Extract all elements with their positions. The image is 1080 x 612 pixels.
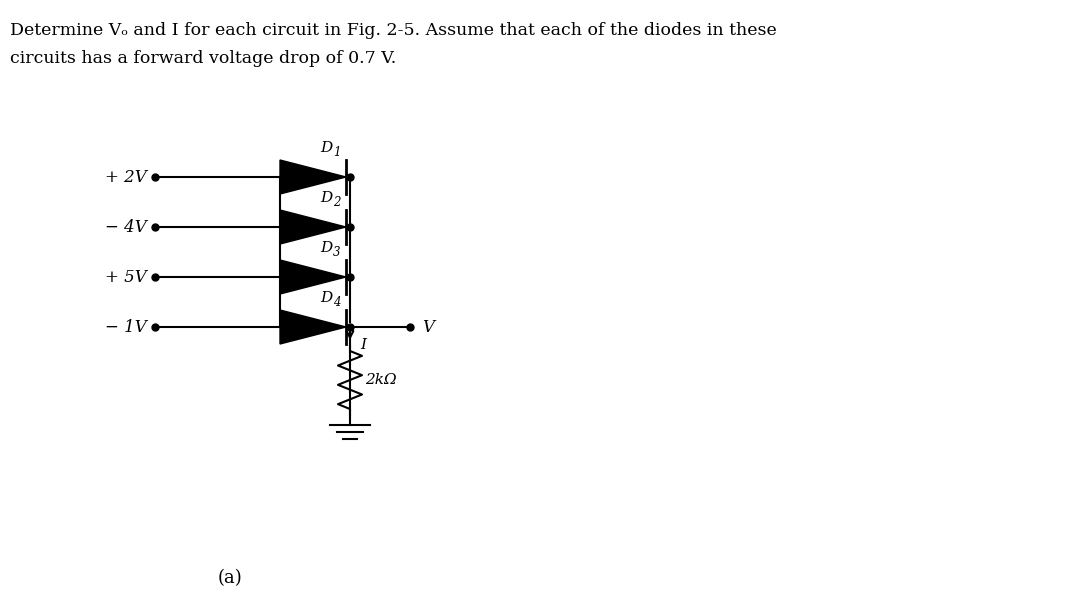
Text: − 4V: − 4V: [105, 218, 147, 236]
Text: 2: 2: [333, 196, 340, 209]
Text: + 2V: + 2V: [105, 168, 147, 185]
Text: 4: 4: [333, 296, 340, 309]
Text: 1: 1: [333, 146, 340, 159]
Text: Determine Vₒ and I for each circuit in Fig. 2-5. Assume that each of the diodes : Determine Vₒ and I for each circuit in F…: [10, 22, 777, 39]
Text: 3: 3: [333, 246, 340, 259]
Text: − 1V: − 1V: [105, 318, 147, 335]
Text: V: V: [422, 318, 434, 335]
Polygon shape: [280, 310, 346, 344]
Text: D: D: [320, 291, 333, 305]
Text: D: D: [320, 191, 333, 205]
Text: circuits has a forward voltage drop of 0.7 V.: circuits has a forward voltage drop of 0…: [10, 50, 396, 67]
Polygon shape: [280, 260, 346, 294]
Polygon shape: [280, 160, 346, 194]
Polygon shape: [280, 210, 346, 244]
Text: (a): (a): [218, 569, 242, 587]
Text: I: I: [360, 337, 366, 351]
Text: D: D: [320, 141, 333, 155]
Text: 2kΩ: 2kΩ: [365, 373, 396, 387]
Text: + 5V: + 5V: [105, 269, 147, 286]
Text: D: D: [320, 241, 333, 255]
